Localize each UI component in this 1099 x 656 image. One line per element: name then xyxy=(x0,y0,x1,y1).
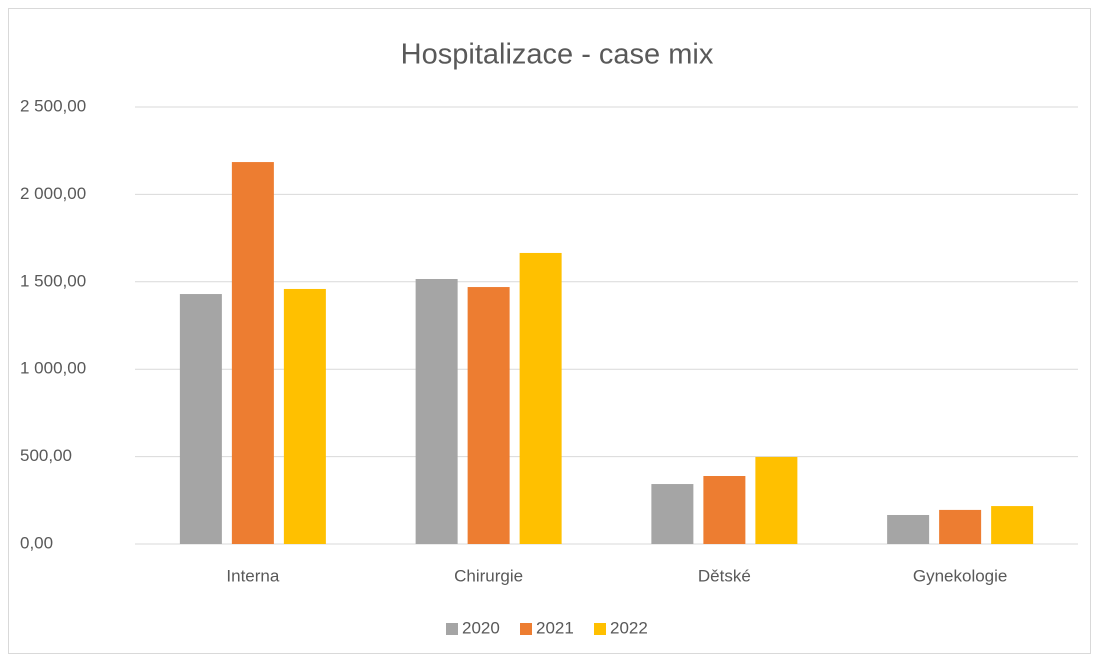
legend-label: 2021 xyxy=(536,618,574,637)
legend-swatch xyxy=(594,623,606,635)
bar xyxy=(519,252,562,544)
y-tick-label: 2 500,00 xyxy=(20,96,86,115)
bar xyxy=(179,294,222,544)
bar xyxy=(991,506,1034,544)
x-tick-label: Interna xyxy=(226,566,279,585)
legend-swatch xyxy=(446,623,458,635)
y-tick-label: 500,00 xyxy=(20,446,72,465)
x-tick-label: Gynekologie xyxy=(913,566,1008,585)
legend-label: 2020 xyxy=(462,618,500,637)
bar xyxy=(651,484,694,544)
y-tick-label: 0,00 xyxy=(20,533,53,552)
bar xyxy=(755,456,798,544)
x-tick-label: Dětské xyxy=(698,566,751,585)
x-tick-label: Chirurgie xyxy=(454,566,523,585)
chart-title: Hospitalizace - case mix xyxy=(401,39,714,71)
y-tick-label: 1 000,00 xyxy=(20,359,86,378)
y-tick-label: 2 000,00 xyxy=(20,184,86,203)
bar xyxy=(467,287,510,544)
bar xyxy=(703,476,746,544)
bar xyxy=(283,288,326,544)
legend-label: 2022 xyxy=(610,618,648,637)
bar xyxy=(887,514,930,544)
bar xyxy=(231,162,274,544)
bar xyxy=(939,509,982,544)
bar xyxy=(415,279,458,544)
y-tick-label: 1 500,00 xyxy=(20,271,86,290)
legend-swatch xyxy=(520,623,532,635)
